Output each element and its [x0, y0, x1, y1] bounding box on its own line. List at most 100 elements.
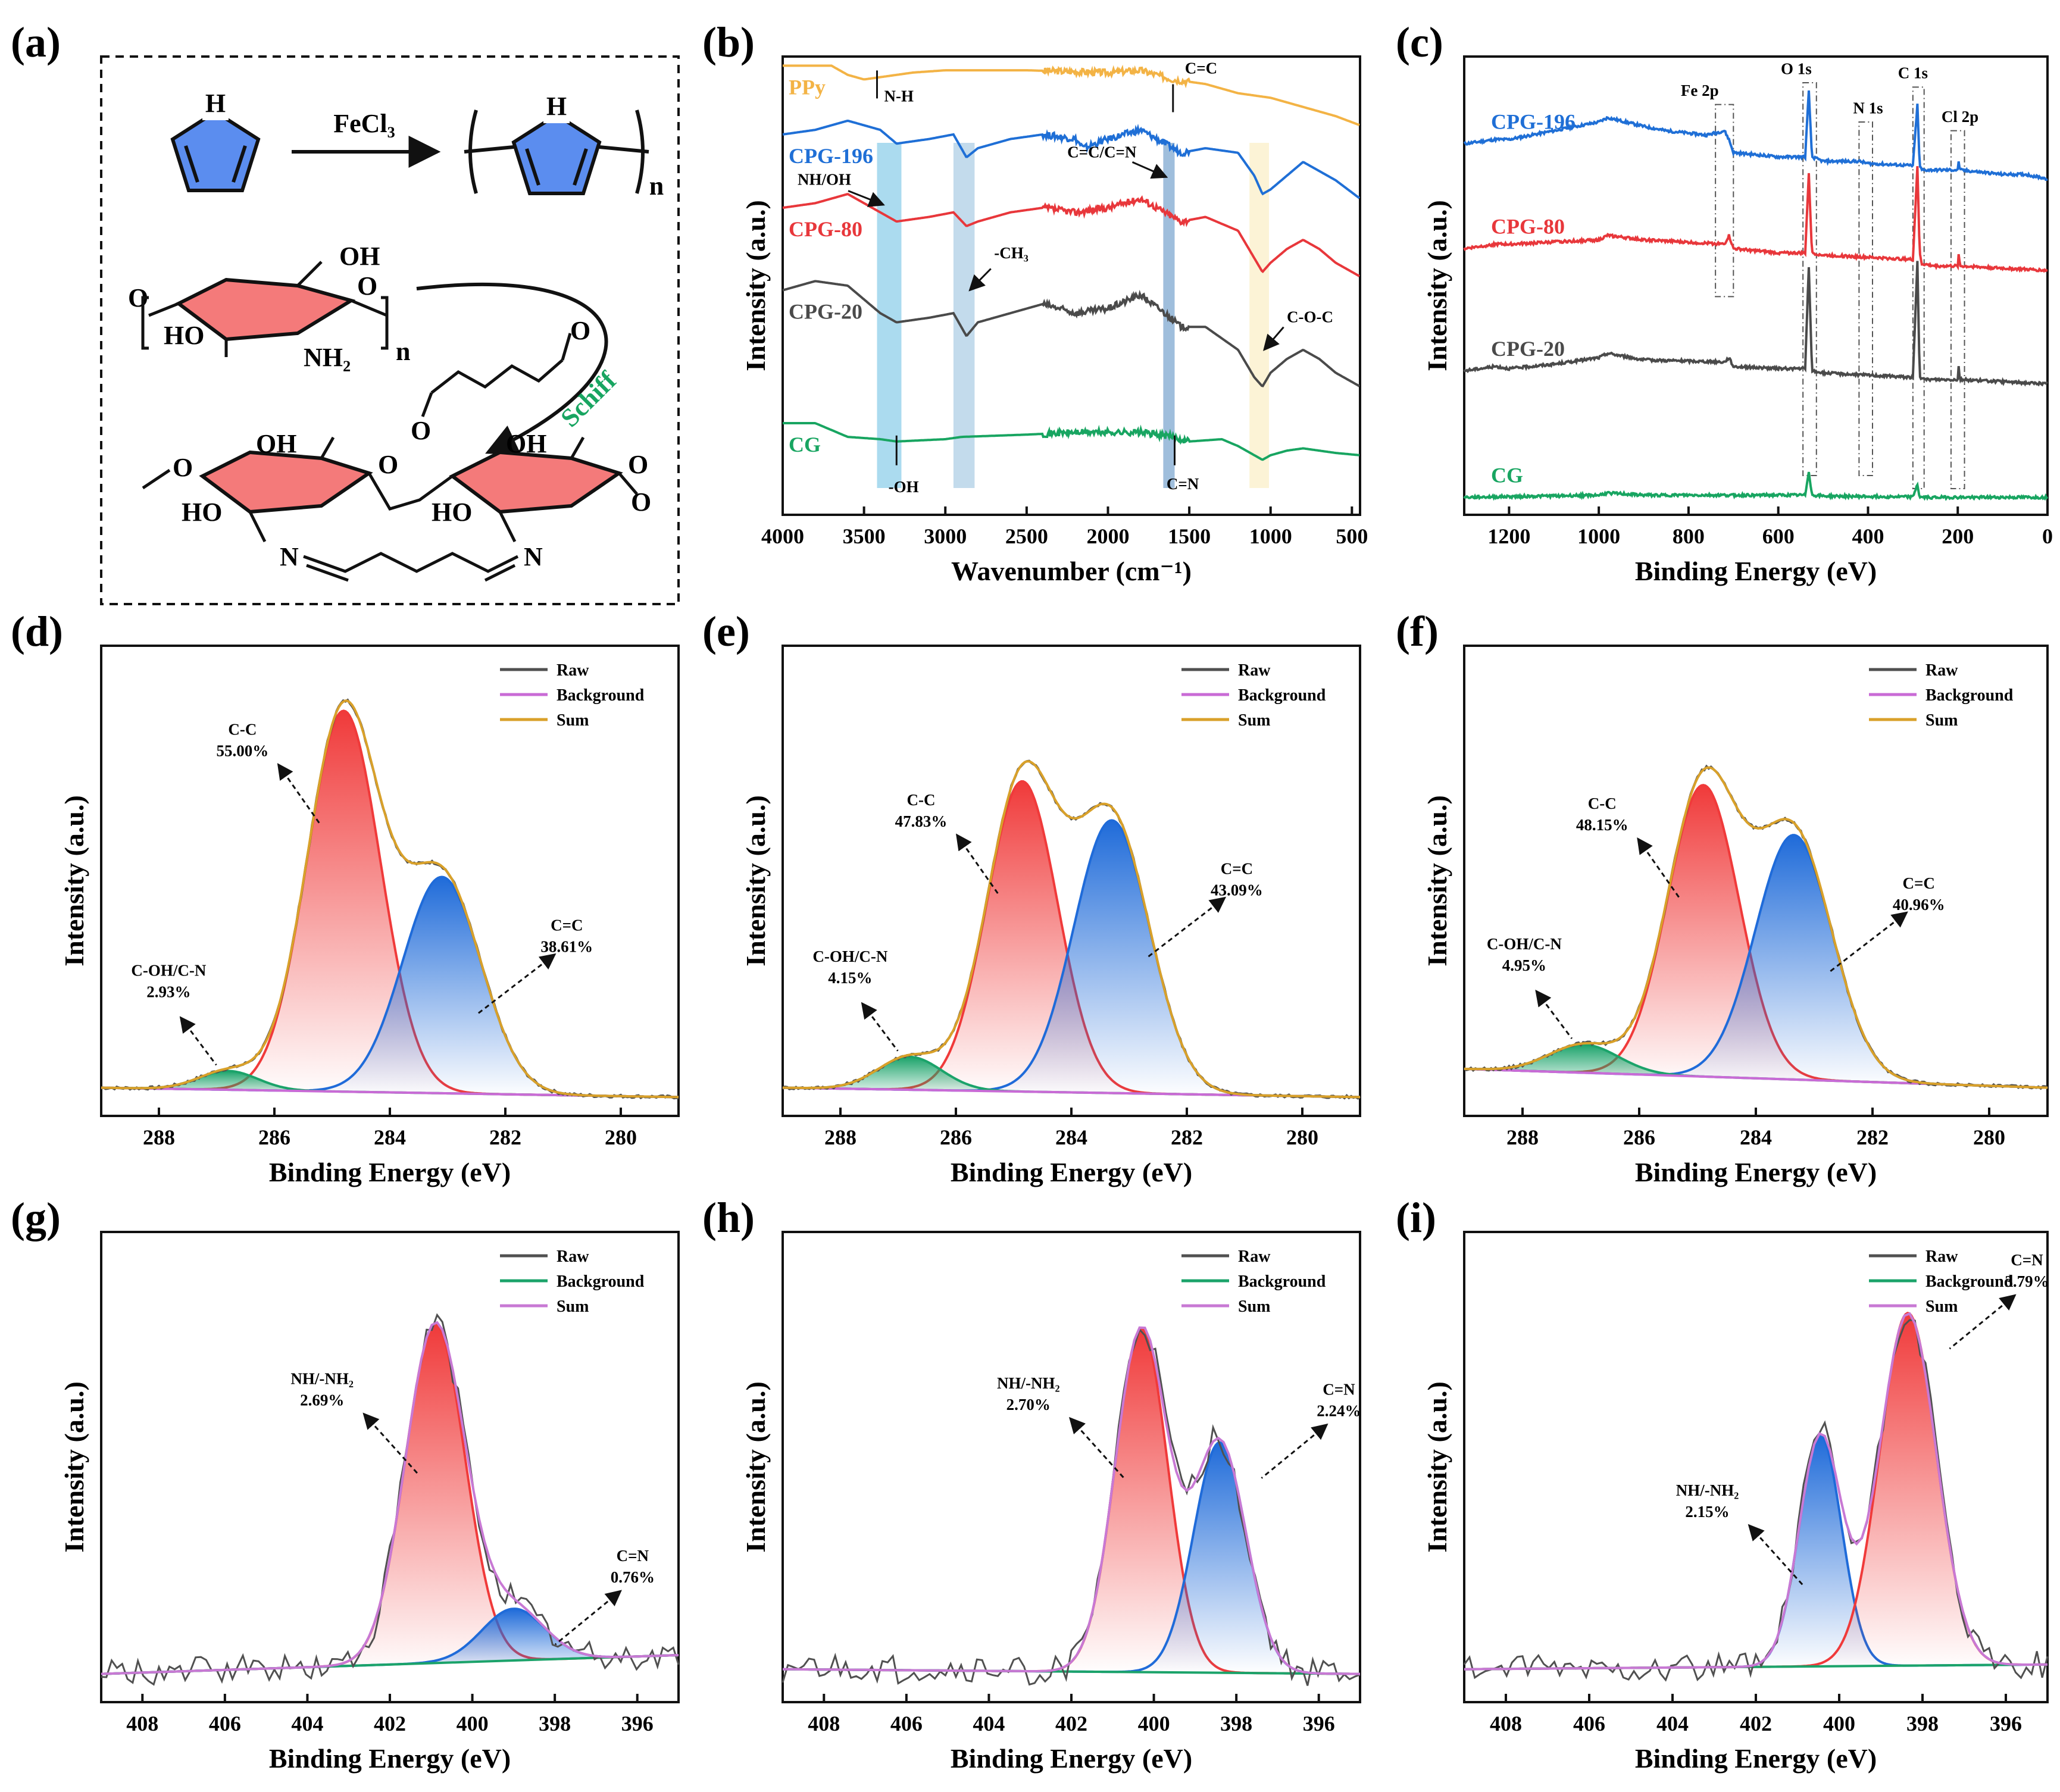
- x-tick-label: 286: [258, 1125, 290, 1149]
- peak-fill-1: [1464, 1313, 2048, 1669]
- series-label-cpg-196: CPG-196: [1491, 110, 1576, 134]
- x-tick-label: 398: [1906, 1712, 1939, 1735]
- annotation-o1s: O 1s: [1781, 60, 1812, 77]
- x-axis-label: Wavenumber (cm⁻¹): [951, 556, 1192, 586]
- series-label-cg: CG: [1491, 464, 1523, 487]
- panel-label-d: (d): [11, 608, 63, 655]
- peak-fill-2: [783, 1056, 1360, 1097]
- x-tick-label: 288: [824, 1125, 856, 1149]
- series-label-cpg-20: CPG-20: [789, 300, 862, 324]
- peak-region-box: [1802, 82, 1817, 476]
- glutaraldehyde-o-right: O: [570, 316, 590, 345]
- peak-percent-1: 0.76%: [611, 1568, 655, 1586]
- x-tick-label: 284: [374, 1125, 406, 1149]
- peak-name-0: C-C: [907, 791, 936, 809]
- panel-label-g: (g): [11, 1194, 61, 1241]
- ftir-line-ppy: [783, 64, 1360, 126]
- x-tick-label: 404: [973, 1712, 1005, 1735]
- chitosan-ring: [175, 277, 356, 342]
- panel-label-e: (e): [702, 608, 750, 655]
- peak-percent-2: 4.95%: [1502, 956, 1546, 974]
- y-axis-label: Intensity (a.u.): [59, 795, 89, 967]
- legend-label-background: Background: [1925, 1272, 2014, 1291]
- series-label-cpg-196: CPG-196: [789, 144, 873, 168]
- legend-label-raw: Raw: [557, 1247, 589, 1266]
- annotation-oh: -OH: [889, 478, 919, 496]
- x-tick-label: 282: [1171, 1125, 1203, 1149]
- product-ho-left: HO: [182, 498, 222, 527]
- annotation-cc-cn: C=C/C=N: [1067, 143, 1137, 161]
- arrow-cc-cn: [1131, 161, 1168, 179]
- x-tick-label: 4000: [761, 524, 804, 548]
- sum-line: [101, 699, 679, 1099]
- x-tick-label: 400: [1138, 1712, 1170, 1735]
- peak-arrow-1: [554, 1590, 622, 1646]
- survey-line-cg: [1463, 471, 2049, 501]
- x-tick-label: 282: [1856, 1125, 1889, 1149]
- panel-a-scheme: (a) H N FeCl₃ H n: [11, 18, 680, 605]
- peak-percent-1: 38.61%: [540, 938, 593, 956]
- peak-arrow-1: [1261, 1423, 1328, 1479]
- chitosan-ho: HO: [164, 321, 204, 350]
- product-oh-left: OH: [256, 429, 296, 458]
- panel-c-xps-survey: 1200 1000 800 600 400 200 0 Binding Energy (eV)…: [1422, 55, 2053, 586]
- x-tick-label: 396: [621, 1712, 654, 1735]
- peak-percent-1: 43.09%: [1211, 881, 1263, 899]
- scheme-box: [100, 55, 680, 605]
- product-o-end: O: [173, 453, 193, 482]
- annotation-coc: C-O-C: [1287, 308, 1333, 326]
- annotation-c1s: C 1s: [1898, 64, 1928, 82]
- survey-line-cpg-196: [1463, 90, 2048, 181]
- peak-fill-0: [101, 1324, 679, 1674]
- peak-name-2: C-OH/C-N: [1487, 935, 1562, 953]
- peak-arrow-0: [1068, 1416, 1124, 1478]
- peak-arrow-0: [956, 833, 999, 895]
- product-o-right: O: [628, 450, 648, 479]
- peak-fill-0: [783, 1329, 1360, 1674]
- highlight-band: [1249, 143, 1269, 488]
- peak-fill-1: [1464, 835, 2048, 1088]
- sum-line: [1464, 1312, 2048, 1671]
- polypyrrole-ring: [511, 112, 602, 195]
- x-tick-label: 398: [1220, 1712, 1252, 1735]
- peak-fill-2: [1464, 1044, 2048, 1088]
- x-tick-label: 288: [143, 1125, 175, 1149]
- annotation-ch3: -CH₃: [994, 244, 1029, 262]
- x-tick-label: 284: [1055, 1125, 1087, 1149]
- annotation-cl2p: Cl 2p: [1942, 108, 1978, 126]
- peak-region-box: [1715, 104, 1734, 298]
- x-tick-label: 400: [1823, 1712, 1855, 1735]
- peak-name-0: NH/-NH₂: [1676, 1481, 1739, 1499]
- x-tick-label: 398: [539, 1712, 571, 1735]
- x-tick-label: 600: [1762, 524, 1795, 548]
- x-tick-label: 400: [457, 1712, 489, 1735]
- x-tick-label: 404: [1656, 1712, 1689, 1735]
- x-tick-label: 408: [126, 1712, 158, 1735]
- peak-percent-1: 2.24%: [1317, 1402, 1361, 1420]
- legend-label-background: Background: [1238, 1272, 1326, 1291]
- peak-arrow-1: [1949, 1294, 2017, 1350]
- y-axis-label: Intensity (a.u.): [1422, 200, 1452, 371]
- x-tick-label: 402: [1740, 1712, 1772, 1735]
- x-tick-label: 1000: [1577, 524, 1620, 548]
- arrow-coc: [1263, 326, 1284, 351]
- series-label-cg: CG: [789, 433, 821, 456]
- legend-label-sum: Sum: [557, 711, 589, 730]
- panel-label-b: (b): [702, 18, 755, 66]
- product-n-right: N: [524, 542, 543, 571]
- x-tick-label: 2000: [1086, 524, 1129, 548]
- panel-label-a: (a): [11, 18, 61, 66]
- peak-name-1: C=C: [1221, 859, 1253, 877]
- legend-label-raw: Raw: [1925, 661, 1958, 680]
- peak-name-1: C=N: [1323, 1381, 1355, 1399]
- x-tick-label: 286: [1623, 1125, 1655, 1149]
- ftir-line-cpg-196: [782, 119, 1361, 199]
- x-tick-label: 408: [1490, 1712, 1522, 1735]
- schiff-label: Schiff: [555, 365, 622, 433]
- product-ring-left: [199, 450, 373, 514]
- peak-fill-1: [101, 877, 679, 1097]
- x-tick-label: 406: [209, 1712, 241, 1735]
- x-tick-label: 500: [1336, 524, 1368, 548]
- chitosan-n: n: [396, 337, 410, 366]
- panel-i-n1s: 408 406 404 402 400 398 396 Binding Energy (eV)…: [1422, 1231, 2049, 1774]
